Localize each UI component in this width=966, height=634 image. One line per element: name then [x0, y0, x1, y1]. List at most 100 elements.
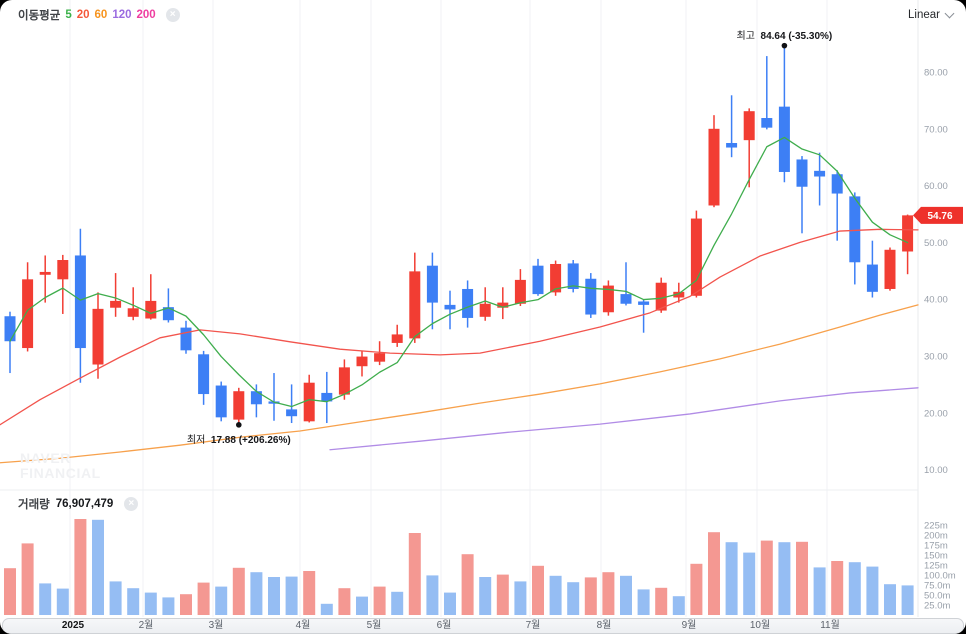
candle-body[interactable]	[602, 285, 614, 313]
volume-bar[interactable]	[391, 591, 404, 615]
volume-bar[interactable]	[356, 596, 368, 615]
volume-bar[interactable]	[303, 571, 316, 615]
candle-body[interactable]	[321, 392, 333, 402]
candle-body[interactable]	[497, 302, 509, 308]
volume-bar[interactable]	[796, 541, 808, 615]
volume-bar[interactable]	[4, 568, 16, 615]
candle-body[interactable]	[444, 304, 456, 310]
candle-body[interactable]	[778, 106, 790, 172]
candle-body[interactable]	[198, 354, 210, 395]
volume-bar[interactable]	[479, 577, 492, 615]
volume-bar[interactable]	[532, 565, 544, 615]
candle-body[interactable]	[585, 278, 597, 315]
candle-body[interactable]	[57, 260, 69, 280]
volume-bar[interactable]	[690, 563, 703, 615]
volume-bar[interactable]	[180, 594, 192, 615]
candle-body[interactable]	[92, 308, 104, 365]
volume-bar[interactable]	[672, 596, 685, 615]
candle-body[interactable]	[110, 300, 122, 308]
volume-bar[interactable]	[232, 567, 245, 615]
candle-body[interactable]	[708, 128, 720, 206]
time-axis-scrollbar[interactable]: 2025 2월 3월 4월 5월 6월 7월 8월 9월 10월 11월	[2, 618, 964, 634]
volume-bar[interactable]	[584, 577, 597, 615]
candle-body[interactable]	[250, 391, 262, 405]
volume-bar[interactable]	[760, 540, 773, 615]
volume-bar[interactable]	[320, 603, 333, 615]
volume-bar[interactable]	[708, 532, 720, 615]
candle-body[interactable]	[286, 409, 298, 417]
candle-body[interactable]	[145, 300, 157, 319]
volume-bar[interactable]	[514, 581, 527, 615]
candle-body[interactable]	[690, 218, 702, 296]
candle-body[interactable]	[338, 367, 350, 395]
volume-bar[interactable]	[778, 542, 791, 615]
candle-body[interactable]	[409, 271, 421, 339]
candle-body[interactable]	[814, 170, 826, 177]
volume-bar[interactable]	[620, 575, 632, 615]
candle-body[interactable]	[4, 316, 16, 342]
candle-body[interactable]	[673, 291, 685, 298]
candle-body[interactable]	[215, 385, 227, 418]
candle-body[interactable]	[638, 301, 650, 305]
ma-legend-close-icon[interactable]: ×	[165, 8, 180, 22]
volume-bar[interactable]	[602, 572, 615, 615]
volume-bar[interactable]	[338, 588, 351, 615]
candle-body[interactable]	[514, 279, 526, 304]
volume-bar[interactable]	[109, 581, 122, 615]
candle-body[interactable]	[567, 263, 579, 289]
candle-body[interactable]	[39, 271, 51, 275]
candle-body[interactable]	[902, 215, 914, 252]
volume-bar[interactable]	[884, 584, 896, 615]
volume-bar[interactable]	[162, 597, 175, 615]
volume-bar[interactable]	[848, 562, 861, 615]
volume-bar[interactable]	[268, 577, 280, 615]
candle-body[interactable]	[162, 307, 174, 321]
candle-body[interactable]	[391, 334, 403, 343]
volume-bar[interactable]	[461, 554, 474, 615]
candle-body[interactable]	[22, 279, 34, 349]
candle-body[interactable]	[831, 174, 843, 194]
volume-bar[interactable]	[637, 589, 650, 615]
candle-body[interactable]	[233, 391, 245, 420]
candle-body[interactable]	[426, 265, 438, 303]
volume-bar[interactable]	[285, 576, 298, 615]
volume-bar[interactable]	[127, 588, 140, 615]
candle-body[interactable]	[726, 143, 738, 148]
candle-body[interactable]	[532, 265, 544, 295]
volume-bar[interactable]	[144, 592, 157, 615]
volume-bar[interactable]	[92, 519, 104, 615]
candle-body[interactable]	[849, 196, 861, 263]
candle-body[interactable]	[74, 255, 86, 349]
candle-body[interactable]	[743, 111, 755, 141]
candle-body[interactable]	[761, 118, 773, 128]
candle-body[interactable]	[620, 294, 632, 304]
volume-bar[interactable]	[444, 592, 456, 615]
candle-body[interactable]	[884, 249, 896, 289]
candle-body[interactable]	[550, 263, 562, 293]
candle-body[interactable]	[462, 288, 474, 318]
candle-body[interactable]	[127, 308, 139, 317]
volume-bar[interactable]	[21, 543, 34, 615]
volume-bar[interactable]	[250, 572, 263, 615]
volume-bar[interactable]	[39, 583, 52, 615]
volume-bar[interactable]	[56, 588, 69, 615]
candle-body[interactable]	[655, 282, 667, 311]
volume-bar[interactable]	[549, 575, 562, 615]
volume-legend-close-icon[interactable]: ×	[124, 497, 139, 511]
volume-bar[interactable]	[496, 574, 509, 615]
candle-body[interactable]	[796, 159, 808, 187]
candle-body[interactable]	[479, 303, 491, 317]
volume-bar[interactable]	[725, 542, 738, 615]
scale-mode-dropdown[interactable]: Linear	[908, 8, 955, 21]
volume-bar[interactable]	[74, 519, 87, 615]
volume-bar[interactable]	[408, 533, 421, 615]
volume-bar[interactable]	[866, 566, 879, 615]
volume-bar[interactable]	[655, 587, 668, 615]
candle-body[interactable]	[303, 382, 315, 422]
candle-body[interactable]	[374, 353, 386, 362]
volume-bar[interactable]	[567, 582, 580, 615]
candle-body[interactable]	[866, 264, 878, 292]
volume-bar[interactable]	[373, 586, 386, 615]
volume-bar[interactable]	[197, 582, 210, 615]
